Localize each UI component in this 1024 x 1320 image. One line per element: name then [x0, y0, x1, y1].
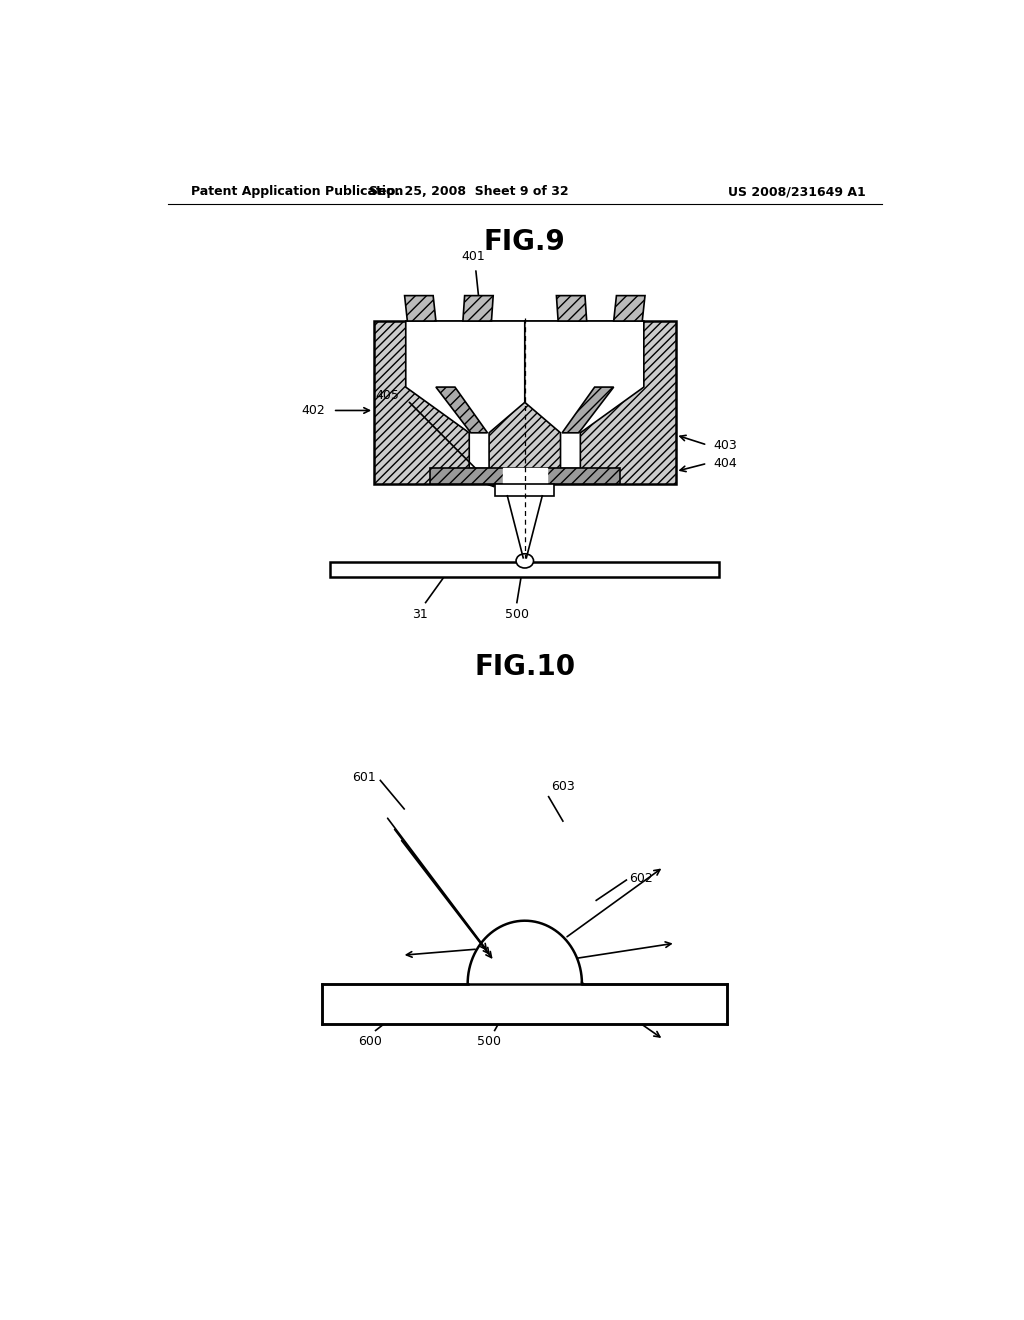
Polygon shape	[436, 387, 487, 433]
Text: US 2008/231649 A1: US 2008/231649 A1	[728, 185, 866, 198]
Text: Sep. 25, 2008  Sheet 9 of 32: Sep. 25, 2008 Sheet 9 of 32	[370, 185, 569, 198]
Text: 600: 600	[358, 1035, 382, 1048]
Text: 401: 401	[462, 249, 485, 263]
Bar	[331, 562, 719, 577]
Polygon shape	[463, 296, 494, 321]
Text: FIG.9: FIG.9	[484, 228, 565, 256]
Polygon shape	[562, 387, 613, 433]
Text: FIG.10: FIG.10	[474, 652, 575, 681]
Polygon shape	[613, 296, 645, 321]
Text: 405: 405	[376, 388, 399, 401]
Bar	[323, 983, 727, 1024]
Polygon shape	[524, 321, 644, 469]
Text: 403: 403	[714, 438, 737, 451]
Text: Patent Application Publication: Patent Application Publication	[191, 185, 403, 198]
Text: 602: 602	[630, 871, 653, 884]
Polygon shape	[406, 321, 524, 469]
Text: 603: 603	[551, 780, 574, 792]
Bar	[496, 483, 554, 496]
Ellipse shape	[516, 554, 534, 568]
Polygon shape	[556, 296, 587, 321]
Text: 31: 31	[413, 607, 428, 620]
Polygon shape	[430, 469, 620, 483]
Text: 404: 404	[714, 457, 737, 470]
Text: 601: 601	[352, 771, 376, 784]
Polygon shape	[503, 469, 547, 483]
Text: 402: 402	[301, 404, 325, 417]
Text: 500: 500	[505, 607, 528, 620]
Bar	[374, 321, 676, 483]
Text: 500: 500	[477, 1035, 501, 1048]
Polygon shape	[404, 296, 436, 321]
